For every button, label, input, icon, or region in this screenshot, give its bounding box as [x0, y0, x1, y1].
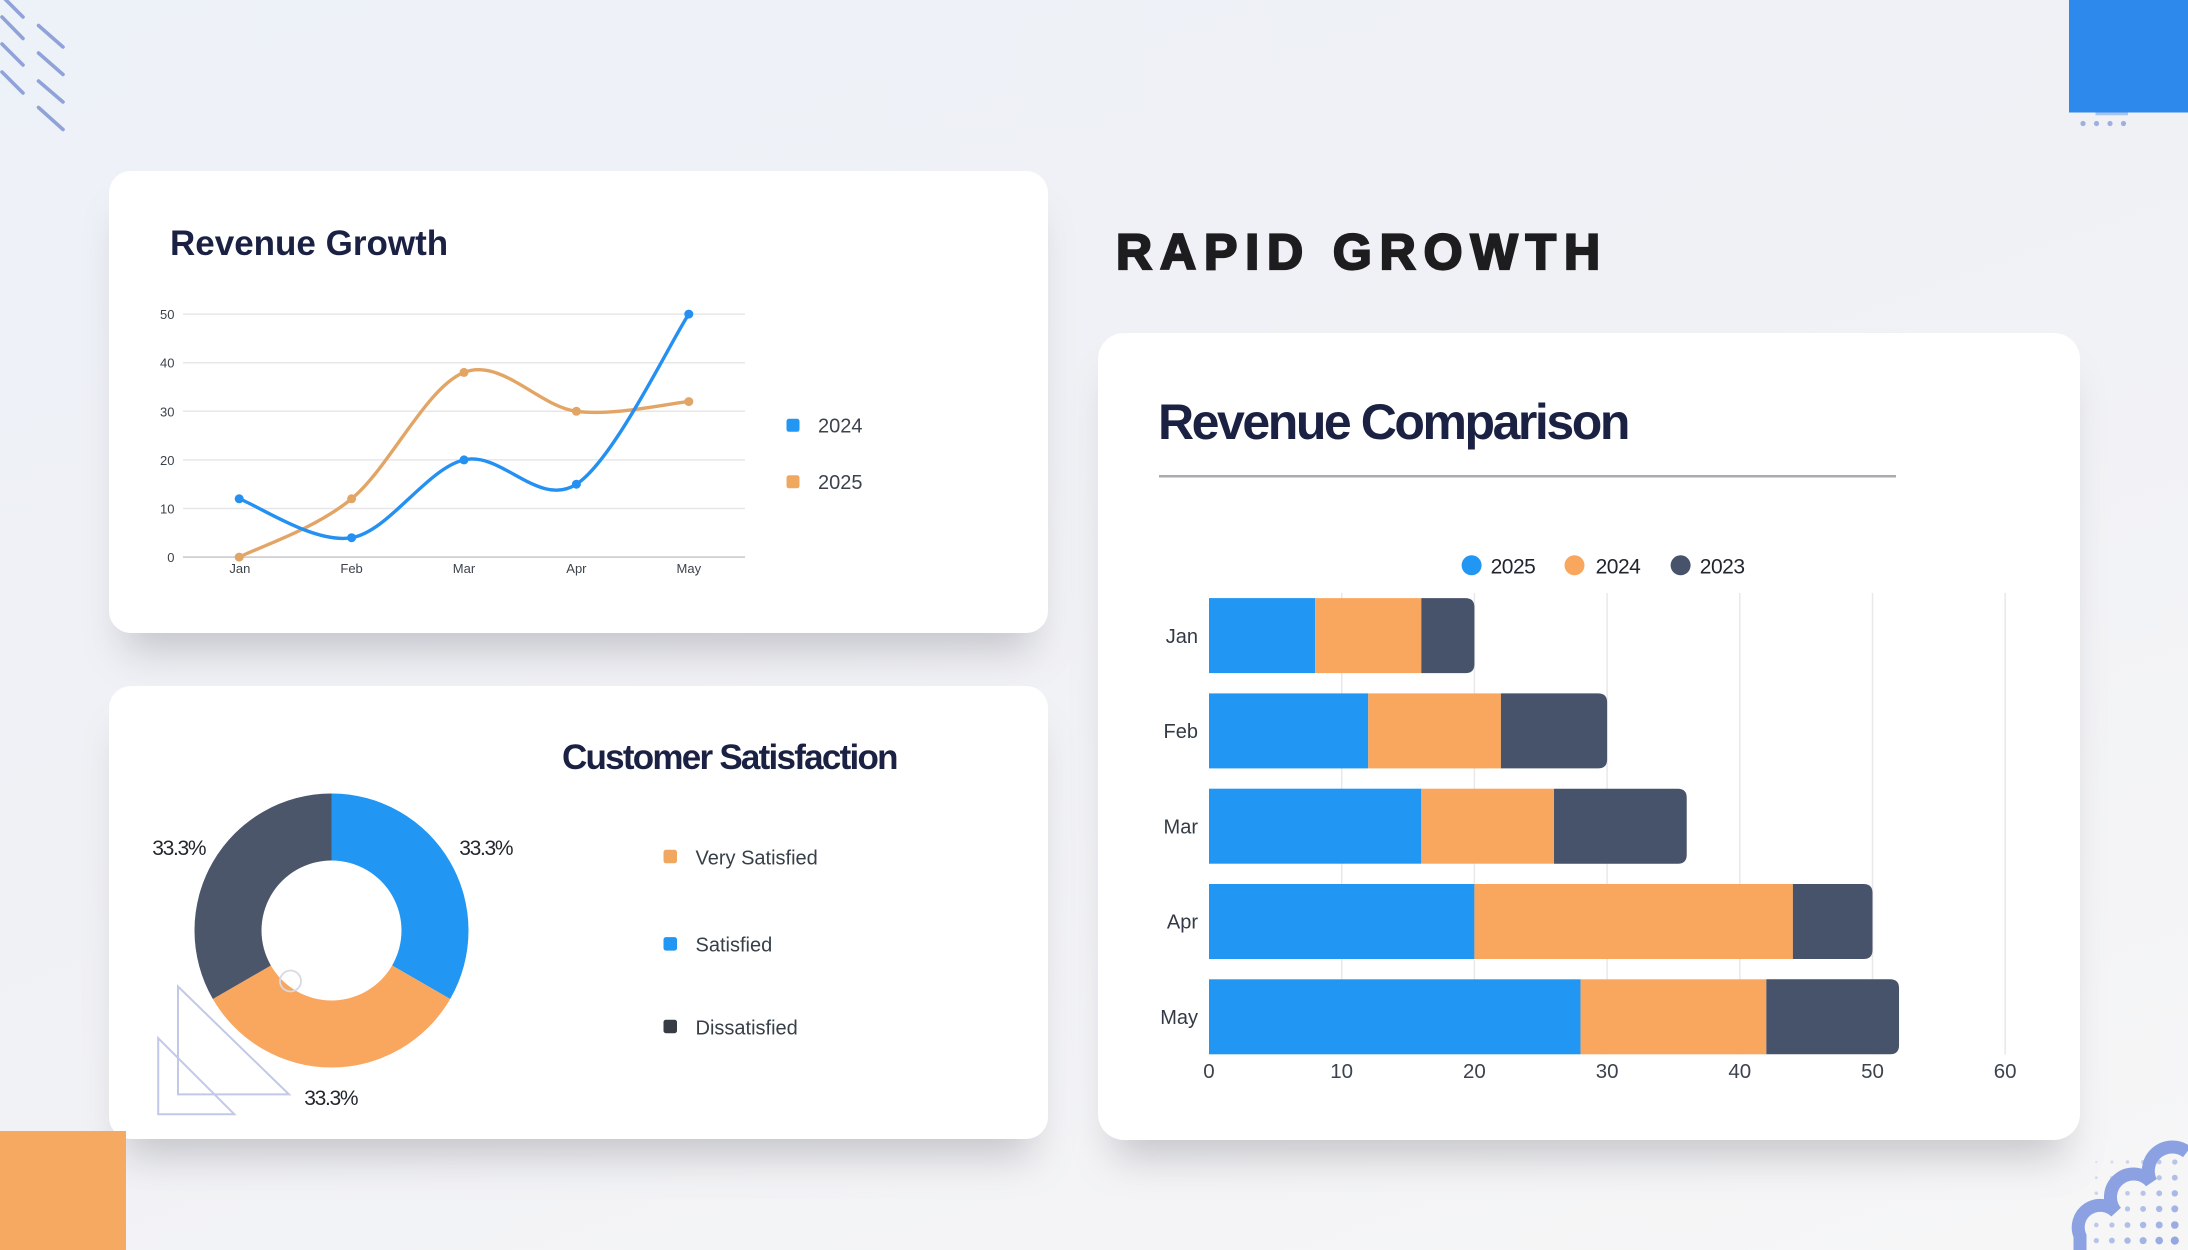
svg-text:10: 10 [160, 502, 174, 517]
svg-text:Mar: Mar [453, 561, 476, 576]
svg-text:Very Satisfied: Very Satisfied [696, 847, 818, 869]
svg-text:Apr: Apr [1167, 912, 1198, 934]
svg-text:10: 10 [1330, 1060, 1353, 1083]
svg-text:20: 20 [160, 453, 174, 468]
svg-text:30: 30 [1596, 1060, 1619, 1083]
svg-text:Apr: Apr [566, 561, 587, 576]
svg-text:40: 40 [1728, 1060, 1751, 1083]
svg-text:50: 50 [160, 307, 174, 322]
svg-text:33.3%: 33.3% [304, 1087, 358, 1110]
svg-text:May: May [1160, 1007, 1198, 1029]
svg-text:33.3%: 33.3% [152, 837, 206, 860]
svg-text:Dissatisfied: Dissatisfied [696, 1017, 798, 1039]
svg-text:Mar: Mar [1164, 816, 1199, 838]
svg-text:2025: 2025 [818, 472, 863, 494]
svg-text:60: 60 [1994, 1060, 2017, 1083]
svg-text:Satisfied: Satisfied [696, 935, 773, 957]
svg-text:2025: 2025 [1491, 556, 1536, 579]
svg-text:40: 40 [160, 356, 174, 371]
svg-text:0: 0 [1203, 1060, 1214, 1083]
svg-text:30: 30 [160, 404, 174, 419]
svg-text:2024: 2024 [1596, 556, 1642, 579]
svg-text:2023: 2023 [1700, 556, 1745, 579]
svg-text:May: May [677, 561, 702, 576]
svg-text:Feb: Feb [340, 561, 362, 576]
svg-text:2024: 2024 [818, 415, 863, 437]
svg-text:Jan: Jan [229, 561, 250, 576]
svg-text:50: 50 [1861, 1060, 1884, 1083]
svg-text:20: 20 [1463, 1060, 1486, 1083]
svg-text:Feb: Feb [1164, 721, 1198, 743]
svg-text:33.3%: 33.3% [459, 837, 513, 860]
svg-text:0: 0 [167, 550, 174, 565]
svg-text:Jan: Jan [1166, 626, 1198, 648]
